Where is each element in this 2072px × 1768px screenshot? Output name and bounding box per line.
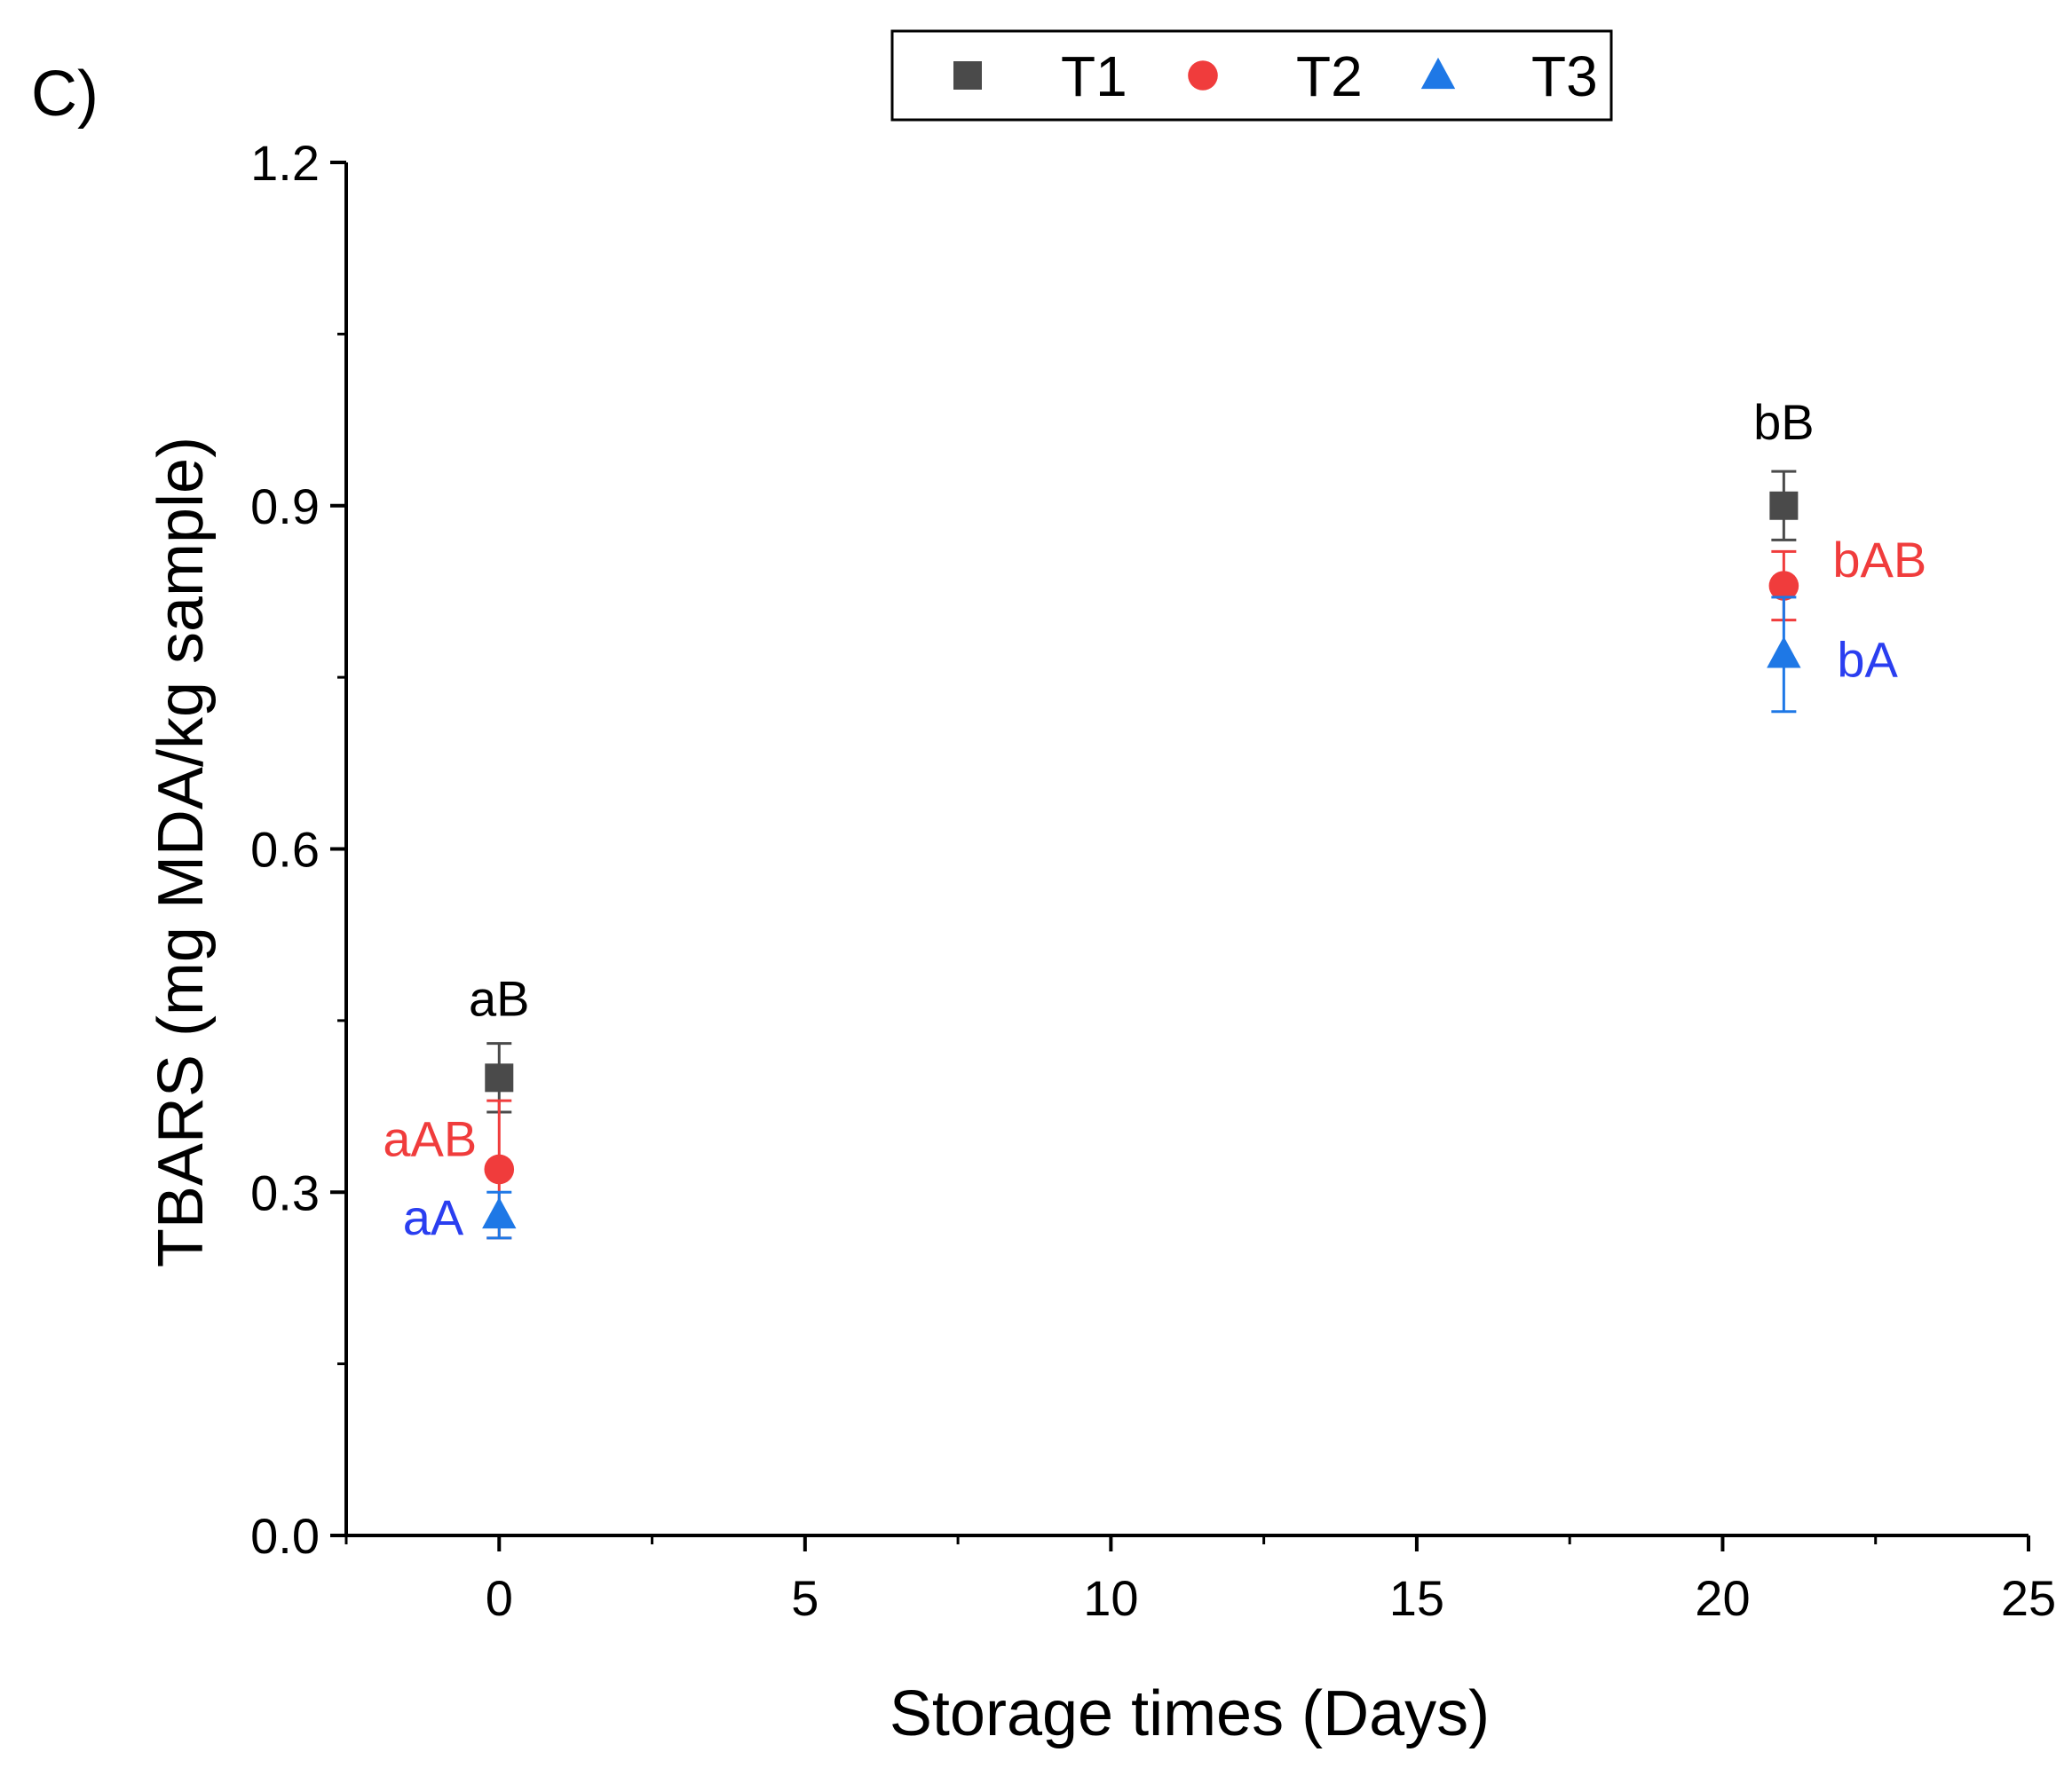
legend-marker-T3 (1420, 57, 1456, 90)
data-point-T2 (1768, 571, 1799, 601)
legend-item-T3: T3 (1420, 44, 1598, 108)
data-point-T2 (484, 1154, 515, 1185)
series-T3: aA bA (403, 596, 1899, 1245)
x-tick-label: 15 (1389, 1570, 1444, 1626)
data-label: bA (1837, 631, 1898, 687)
legend-label: T3 (1531, 44, 1598, 108)
legend-marker-T1 (953, 61, 982, 90)
y-tick-label: 0.0 (250, 1508, 320, 1564)
y-tick-label: 0.9 (250, 478, 320, 534)
x-tick-label: 5 (791, 1570, 819, 1626)
y-tick-label: 0.3 (250, 1164, 320, 1220)
x-axis-title: Storage times (Days) (890, 1678, 1490, 1749)
data-point-T1 (1769, 491, 1799, 520)
y-tick-label: 1.2 (250, 135, 320, 191)
series-T2: aAB bAB (383, 532, 1926, 1240)
x-tick-label: 0 (486, 1570, 513, 1626)
data-point-T1 (485, 1063, 514, 1093)
data-label: bAB (1832, 532, 1926, 588)
legend-label: T1 (1061, 44, 1127, 108)
data-label: aA (403, 1189, 464, 1245)
legend-label: T2 (1296, 44, 1363, 108)
series-T1: aB bB (469, 394, 1815, 1114)
panel-label: C) (31, 59, 99, 130)
axes: 0.0 0.3 0.6 0.9 1.2 0 5 10 15 20 25 (250, 135, 2056, 1626)
legend-marker-T2 (1188, 60, 1218, 91)
plot-marks: aB bB aAB bAB aA bA (383, 394, 1926, 1245)
data-point-T3 (1767, 636, 1801, 668)
legend: T1 T2 T3 (890, 29, 1613, 122)
data-label: aAB (383, 1110, 477, 1166)
y-axis-title: TBARS (mg MDA/kg sample) (146, 437, 217, 1267)
legend-item-T2: T2 (1188, 44, 1363, 108)
data-label: bB (1753, 394, 1815, 450)
data-label: aB (469, 970, 530, 1026)
data-point-T3 (482, 1196, 517, 1229)
legend-item-T1: T1 (953, 44, 1127, 108)
legend-box (890, 29, 1613, 122)
x-tick-label: 10 (1083, 1570, 1138, 1626)
x-tick-label: 25 (2001, 1570, 2056, 1626)
y-tick-label: 0.6 (250, 822, 320, 878)
x-tick-label: 20 (1695, 1570, 1750, 1626)
